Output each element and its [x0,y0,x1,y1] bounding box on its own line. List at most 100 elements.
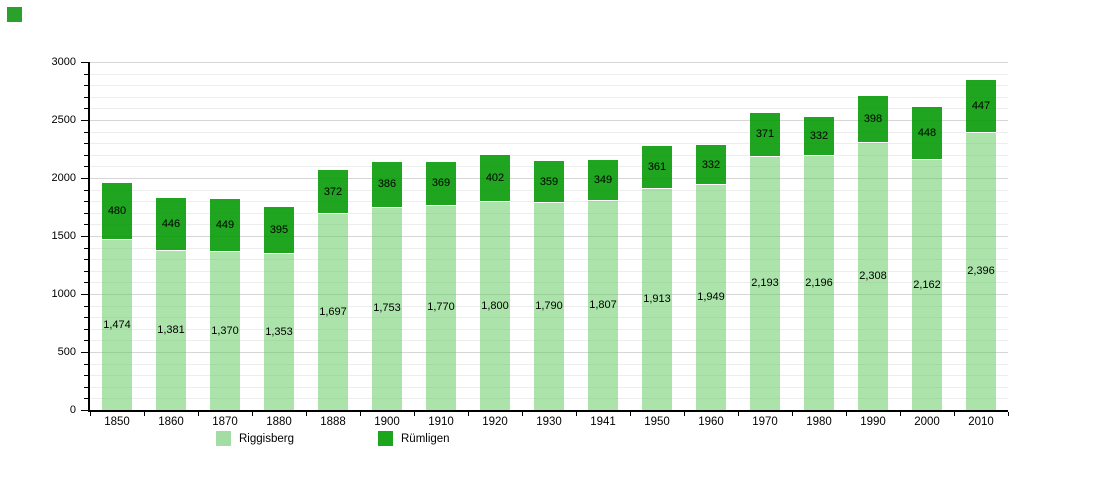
x-axis-label-2000: 2000 [914,416,940,428]
x-axis-tick [144,412,145,416]
gridline-minor [90,96,1008,98]
legend-swatch-riggisberg [216,431,231,446]
bar-value-label: 369 [431,177,451,190]
y-axis-label: 0 [69,404,76,416]
bar-value-label: 448 [917,127,937,140]
bar-value-label: 386 [377,178,397,191]
gridline-minor [90,131,1008,133]
y-minor-tick [84,201,88,203]
bar-value-label: 1,474 [103,318,131,331]
bar-value-label: 2,193 [751,276,779,289]
x-axis-tick [1008,412,1009,416]
bar-value-label: 449 [215,219,235,232]
bar-value-label: 402 [485,171,505,184]
bar-segment-rmligen-1870 [210,198,240,253]
bar-value-label: 1,807 [589,299,617,312]
x-axis-label-1870: 1870 [212,416,238,428]
bar-value-label: 1,353 [265,325,293,338]
bar-value-label: 2,162 [913,278,941,291]
bar-segment-rmligen-1888 [318,169,348,215]
bar-segment-riggisberg-1920 [480,201,510,410]
bar-segment-riggisberg-1930 [534,202,564,410]
x-axis-tick [792,412,793,416]
gridline-minor [90,108,1008,110]
y-major-tick [81,352,88,353]
x-axis-tick [414,412,415,416]
bar-segment-riggisberg-1870 [210,251,240,410]
y-minor-tick [84,282,88,284]
y-minor-tick [84,131,88,133]
bar-value-label: 359 [539,175,559,188]
bar-segment-riggisberg-1888 [318,213,348,410]
bar-value-label: 2,308 [859,270,887,283]
bar-value-label: 372 [323,185,343,198]
bar-segment-riggisberg-1850 [102,239,132,410]
x-axis-label-1970: 1970 [752,416,778,428]
bar-value-label: 1,770 [427,301,455,314]
x-axis-tick [576,412,577,416]
gridline-minor [90,73,1008,75]
x-axis-tick [90,412,91,416]
legend-swatch-ruemligen [378,431,393,446]
bar-segment-rmligen-1950 [642,146,672,190]
x-axis-tick [522,412,523,416]
bar-segment-rmligen-2010 [966,80,996,134]
gridline-minor [90,85,1008,87]
x-axis-label-1900: 1900 [374,416,400,428]
bar-value-label: 1,913 [643,293,671,306]
y-minor-tick [84,317,88,319]
bar-segment-rmligen-1960 [696,145,726,185]
y-minor-tick [84,259,88,261]
x-axis-tick [900,412,901,416]
y-minor-tick [84,328,88,330]
bar-value-label: 1,800 [481,299,509,312]
y-major-tick [81,120,88,121]
x-axis-tick [684,412,685,416]
y-axis-line [88,62,90,412]
bar-segment-rmligen-1900 [372,161,402,208]
y-minor-tick [84,73,88,75]
bar-segment-rmligen-1990 [858,96,888,144]
bar-value-label: 332 [809,130,829,142]
legend-label-ruemligen: Rümligen [401,433,450,445]
bar-segment-riggisberg-1941 [588,200,618,410]
bar-value-label: 1,790 [535,300,563,313]
y-minor-tick [84,108,88,110]
y-minor-tick [84,212,88,214]
gridline-major [90,120,1008,121]
y-minor-tick [84,154,88,156]
x-axis-label-1920: 1920 [482,416,508,428]
bar-segment-rmligen-1970 [750,112,780,157]
bar-value-label: 371 [755,128,775,141]
bar-value-label: 2,396 [967,265,995,278]
y-major-tick [81,178,88,179]
bar-value-label: 398 [863,113,883,126]
bar-value-label: 361 [647,161,667,174]
x-axis-label-1990: 1990 [860,416,886,428]
legend-label-riggisberg: Riggisberg [239,433,294,445]
bar-segment-riggisberg-1990 [858,142,888,410]
y-minor-tick [84,363,88,365]
y-minor-tick [84,270,88,272]
y-minor-tick [84,166,88,168]
bar-segment-riggisberg-1880 [264,253,294,410]
y-minor-tick [84,247,88,249]
bar-value-label: 447 [971,100,991,113]
bar-segment-riggisberg-2010 [966,132,996,410]
x-axis-label-1941: 1941 [590,416,616,428]
bar-value-label: 1,370 [211,324,239,337]
y-minor-tick [84,224,88,226]
chart-legend: Riggisberg Rümligen [0,430,1100,450]
y-major-tick [81,236,88,237]
y-axis-label: 1500 [51,230,76,242]
bar-value-label: 446 [161,217,181,230]
bar-segment-riggisberg-1960 [696,183,726,410]
x-axis-label-1980: 1980 [806,416,832,428]
bar-value-label: 2,196 [805,276,833,289]
bar-segment-riggisberg-1900 [372,206,402,410]
x-axis-label-1850: 1850 [104,416,130,428]
bar-segment-riggisberg-1980 [804,155,834,410]
y-minor-tick [84,340,88,342]
x-axis-line [88,410,1008,412]
